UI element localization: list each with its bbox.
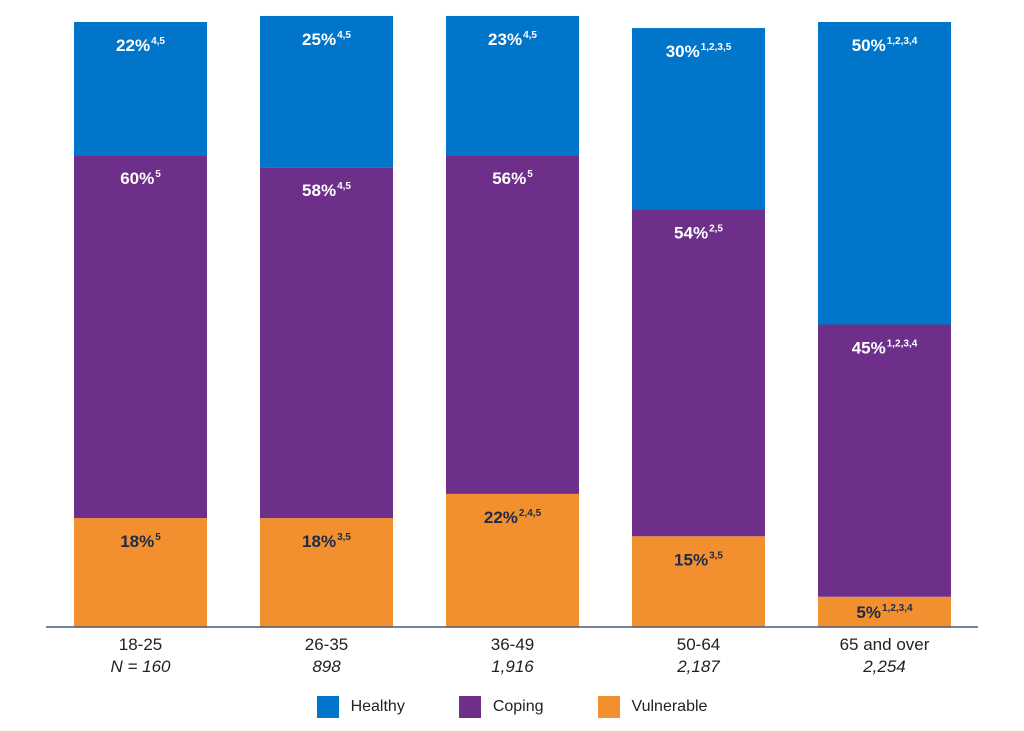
data-label-healthy-50-64: 30%1,2,3,5: [666, 42, 732, 61]
bar-segment-healthy-50-64: [632, 28, 765, 210]
category-label-50-64: 50-64: [677, 635, 720, 654]
data-label-vulnerable-18-25: 18%5: [120, 532, 161, 551]
bar-segment-coping-26-35: [260, 167, 393, 519]
legend-label-healthy: Healthy: [350, 698, 405, 715]
sample-size-label-65-and-over: 2,254: [862, 657, 906, 676]
data-label-coping-36-49: 56%5: [492, 169, 533, 188]
bars-group: [74, 15, 951, 627]
category-label-36-49: 36-49: [491, 635, 534, 654]
bar-segment-healthy-65-and-over: [818, 22, 951, 325]
bar-segment-healthy-18-25: [74, 22, 207, 156]
data-label-coping-26-35: 58%4,5: [302, 181, 351, 200]
bar-segment-vulnerable-50-64: [632, 536, 765, 627]
category-label-18-25: 18-25: [119, 635, 162, 654]
category-label-65-and-over: 65 and over: [840, 635, 930, 654]
data-label-vulnerable-50-64: 15%3,5: [674, 550, 723, 569]
bar-segment-vulnerable-26-35: [260, 518, 393, 627]
legend-item-healthy: Healthy: [316, 696, 405, 718]
data-label-vulnerable-26-35: 18%3,5: [302, 532, 351, 551]
legend-swatch-healthy: [316, 696, 339, 718]
stacked-bar-chart: 18%5 60%5 22%4,5 18%3,5 58%4,5 25%4,5 22%2,4,5…: [46, 15, 978, 676]
sample-size-label-26-35: 898: [312, 657, 341, 676]
sample-size-label-36-49: 1,916: [491, 657, 534, 676]
sample-size-label-18-25: N = 160: [110, 657, 171, 676]
legend-swatch-coping: [458, 696, 481, 718]
data-label-healthy-36-49: 23%4,5: [488, 30, 537, 49]
sample-size-label-50-64: 2,187: [676, 657, 720, 676]
data-label-coping-18-25: 60%5: [120, 169, 161, 188]
data-label-vulnerable-65-and-over: 5%1,2,3,4: [856, 603, 913, 622]
legend-item-vulnerable: Vulnerable: [597, 696, 708, 718]
bar-segment-vulnerable-36-49: [446, 493, 579, 627]
legend-label-coping: Coping: [492, 698, 544, 715]
category-labels-group: 18-25 N = 160 26-35 898 36-49 1,916 50-64 2,187…: [110, 635, 929, 676]
bar-segment-coping-36-49: [446, 155, 579, 494]
bar-segment-coping-50-64: [632, 209, 765, 537]
category-label-26-35: 26-35: [305, 635, 348, 654]
bar-segment-healthy-36-49: [446, 15, 579, 156]
bar-segment-coping-65-and-over: [818, 324, 951, 597]
data-label-vulnerable-36-49: 22%2,4,5: [484, 508, 542, 527]
data-label-coping-65-and-over: 45%1,2,3,4: [852, 339, 918, 358]
data-label-healthy-65-and-over: 50%1,2,3,4: [852, 36, 918, 55]
data-label-coping-50-64: 54%2,5: [674, 224, 723, 243]
data-label-healthy-26-35: 25%4,5: [302, 30, 351, 49]
legend-item-coping: Coping: [458, 696, 544, 718]
bar-segment-vulnerable-65-and-over: [818, 596, 951, 627]
bar-segment-vulnerable-18-25: [74, 518, 207, 627]
legend-label-vulnerable: Vulnerable: [631, 698, 708, 715]
segment-labels-group: 18%5 60%5 22%4,5 18%3,5 58%4,5 25%4,5 22%2,4,5…: [116, 30, 918, 622]
bar-segment-healthy-26-35: [260, 15, 393, 168]
data-label-healthy-18-25: 22%4,5: [116, 36, 165, 55]
legend-swatch-vulnerable: [597, 696, 620, 718]
bar-segment-coping-18-25: [74, 155, 207, 519]
legend: Healthy Coping Vulnerable: [0, 692, 1024, 722]
